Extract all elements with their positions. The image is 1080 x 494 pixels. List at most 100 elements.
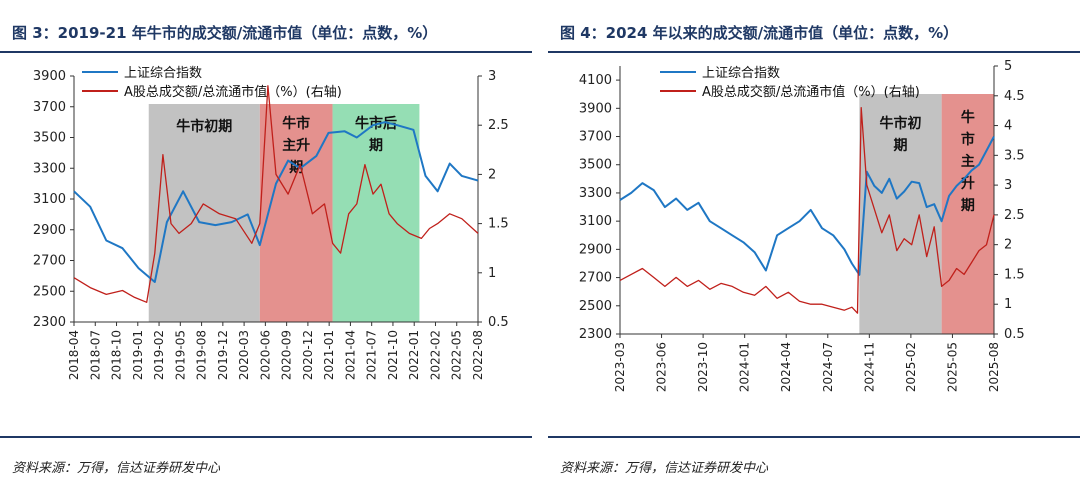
x-tick-label: 2019-08 — [195, 330, 209, 380]
source-note: 资料来源：万得，信达证券研发中心 — [560, 461, 769, 476]
x-tick-label: 2020-03 — [237, 330, 251, 380]
right-tick-label: 3 — [488, 69, 496, 84]
phase-label: 牛 — [961, 109, 975, 126]
x-tick-label: 2019-05 — [173, 330, 187, 380]
figure-3-chart: 牛市初期牛市初期牛市主升期牛市主升期牛市后期牛市后期39003700350033… — [33, 66, 509, 380]
source-note: 资料来源：万得，信达证券研发中心 — [12, 461, 221, 476]
right-tick-label: 0.5 — [488, 315, 509, 330]
x-tick-label: 2024-01 — [738, 342, 752, 392]
left-tick-label: 3300 — [33, 161, 66, 176]
figure-3-panel: 图 3：2019-21 年牛市的成交额/流通市值（单位：点数，%） 牛市初期 牛市… — [0, 0, 532, 494]
title-rule — [548, 51, 1080, 53]
right-tick-label: 2.5 — [488, 118, 509, 133]
x-tick-label: 2020-09 — [280, 330, 294, 380]
left-tick-label: 2500 — [579, 299, 612, 314]
turnover-ratio-line — [619, 107, 995, 314]
x-tick-label: 2021-04 — [343, 330, 357, 380]
x-tick-label: 2025-08 — [987, 342, 1001, 392]
left-tick-label: 2900 — [33, 223, 66, 238]
right-tick-label: 3 — [1004, 178, 1012, 193]
legend-label: 上证综合指数 — [124, 66, 202, 81]
x-tick-label: 2023-10 — [696, 342, 710, 392]
x-tick-label: 2024-04 — [779, 342, 793, 392]
x-tick-label: 2025-05 — [945, 342, 959, 392]
left-tick-label: 3100 — [579, 214, 612, 229]
footer-rule — [548, 436, 1080, 438]
phase-band — [859, 94, 942, 334]
right-tick-label: 4 — [1004, 119, 1012, 134]
x-tick-label: 2018-07 — [88, 330, 102, 380]
right-tick-label: 2 — [1004, 238, 1012, 253]
phase-label: 主升 — [282, 137, 310, 154]
phase-label: 牛市初期 — [176, 118, 232, 135]
index-line — [73, 121, 479, 283]
left-tick-label: 2900 — [579, 242, 612, 257]
phase-label: 期 — [894, 138, 908, 154]
x-tick-label: 2019-01 — [131, 330, 145, 380]
x-tick-label: 2019-12 — [216, 330, 230, 380]
legend-label: A股总成交额/总流通市值（%）(右轴) — [124, 84, 342, 100]
phase-label: 牛市 — [282, 115, 310, 132]
right-tick-label: 1.5 — [1004, 267, 1025, 282]
x-tick-label: 2025-02 — [904, 342, 918, 392]
x-tick-label: 2021-01 — [322, 330, 336, 380]
left-tick-label: 3700 — [579, 130, 612, 145]
left-tick-label: 3300 — [579, 186, 612, 201]
left-tick-label: 2700 — [579, 271, 612, 286]
left-tick-label: 3900 — [33, 69, 66, 84]
phase-band — [941, 94, 994, 334]
x-tick-label: 2019-02 — [152, 330, 166, 380]
phase-band — [148, 104, 260, 322]
right-tick-label: 5 — [1004, 59, 1012, 74]
x-tick-label: 2023-03 — [613, 342, 627, 392]
x-tick-label: 2021-10 — [386, 330, 400, 380]
x-tick-label: 2020-12 — [301, 330, 315, 380]
legend-label: A股总成交额/总流通市值（%）(右轴) — [702, 84, 920, 100]
x-tick-label: 2024-07 — [821, 342, 835, 392]
x-tick-label: 2021-07 — [365, 330, 379, 380]
x-tick-label: 2022-02 — [428, 330, 442, 380]
left-tick-label: 4100 — [579, 73, 612, 88]
footer-rule — [0, 436, 532, 438]
figure-4-panel: 图 4：2024 年以来的成交额/流通市值（单位：点数，%） 牛市初期牛市初期牛… — [548, 0, 1080, 494]
right-tick-label: 0.5 — [1004, 327, 1025, 342]
phase-label: 牛市初 — [880, 115, 922, 132]
x-tick-label: 2022-08 — [471, 330, 485, 380]
right-tick-label: 1 — [488, 266, 496, 281]
right-tick-label: 2.5 — [1004, 208, 1025, 223]
x-tick-label: 2023-06 — [655, 342, 669, 392]
phase-band — [332, 104, 420, 322]
left-tick-label: 3500 — [33, 131, 66, 146]
phase-label: 升 — [961, 175, 975, 192]
figure-4-chart: 牛市初期牛市初期牛市主升期牛市主升期4100390037003500330031… — [579, 59, 1025, 392]
left-tick-label: 3900 — [579, 101, 612, 116]
figure-title: 图 4：2024 年以来的成交额/流通市值（单位：点数，%） — [560, 24, 959, 42]
x-tick-label: 2022-05 — [450, 330, 464, 380]
x-tick-label: 2018-10 — [110, 330, 124, 380]
left-tick-label: 3100 — [33, 192, 66, 207]
x-tick-label: 2022-01 — [407, 330, 421, 380]
left-tick-label: 2300 — [579, 327, 612, 342]
turnover-ratio-line — [73, 85, 479, 303]
x-tick-label: 2018-04 — [67, 330, 81, 380]
title-rule — [0, 51, 532, 53]
right-tick-label: 2 — [488, 167, 496, 182]
phase-label: 期 — [369, 138, 383, 154]
legend-label: 上证综合指数 — [702, 66, 780, 81]
left-tick-label: 3500 — [579, 158, 612, 173]
left-tick-label: 3700 — [33, 100, 66, 115]
left-tick-label: 2700 — [33, 254, 66, 269]
index-line — [619, 136, 995, 276]
right-tick-label: 3.5 — [1004, 148, 1025, 163]
left-tick-label: 2500 — [33, 284, 66, 299]
figure-title: 图 3：2019-21 年牛市的成交额/流通市值（单位：点数，%） — [12, 24, 438, 42]
x-tick-label: 2020-06 — [258, 330, 272, 380]
right-tick-label: 4.5 — [1004, 89, 1025, 104]
phase-band — [259, 104, 333, 322]
left-tick-label: 2300 — [33, 315, 66, 330]
phase-label: 期 — [961, 198, 975, 214]
phase-label: 市 — [961, 131, 975, 148]
phase-label: 主 — [961, 153, 975, 170]
right-tick-label: 1.5 — [488, 217, 509, 232]
right-tick-label: 1 — [1004, 297, 1012, 312]
